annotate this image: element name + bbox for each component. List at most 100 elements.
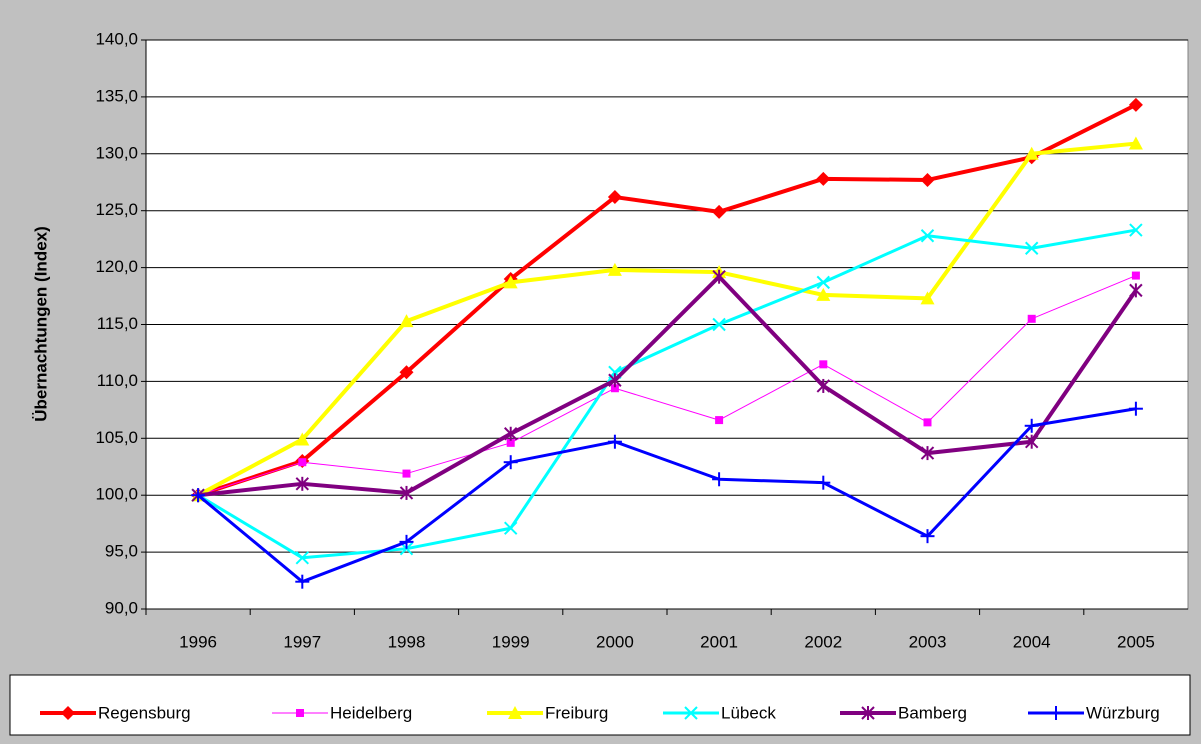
x-tick-label: 1999	[492, 632, 530, 651]
data-point	[1131, 271, 1140, 280]
data-point	[503, 521, 518, 535]
marker-shape	[1129, 223, 1143, 237]
data-point	[819, 360, 828, 369]
y-tick-label: 115,0	[97, 314, 138, 333]
marker-shape	[506, 438, 515, 447]
data-point	[607, 190, 622, 205]
data-point	[399, 485, 414, 500]
y-tick-label: 105,0	[95, 428, 138, 447]
marker-shape	[1128, 97, 1143, 112]
marker-shape	[1024, 146, 1039, 160]
y-tick-label: 140,0	[95, 29, 138, 48]
legend-marker	[861, 706, 875, 720]
data-point	[816, 378, 831, 393]
data-point	[920, 529, 935, 544]
marker-shape	[399, 314, 414, 328]
data-point	[1129, 283, 1143, 298]
data-point	[712, 269, 726, 284]
data-point	[607, 434, 622, 449]
data-point	[295, 476, 310, 491]
y-tick-label: 120,0	[95, 257, 138, 276]
marker-shape	[503, 275, 518, 289]
marker-shape	[923, 418, 932, 427]
series-line	[197, 141, 1137, 497]
marker-shape	[816, 275, 831, 290]
legend-label: Regensburg	[98, 703, 191, 722]
data-point	[298, 458, 307, 467]
marker-shape	[1128, 136, 1143, 150]
data-point	[816, 475, 831, 490]
marker-shape	[61, 706, 75, 720]
series-line	[197, 103, 1137, 498]
legend-marker	[684, 706, 698, 720]
marker-shape	[920, 229, 935, 243]
y-tick-label: 110,0	[97, 371, 138, 390]
data-point	[715, 416, 724, 425]
x-tick-label: 2003	[909, 632, 947, 651]
data-point	[503, 426, 518, 441]
marker-shape	[712, 204, 727, 219]
x-tick-label: 2005	[1117, 632, 1155, 651]
marker-shape	[1131, 271, 1140, 280]
data-point	[1024, 146, 1039, 160]
x-tick-label: 2000	[596, 632, 634, 651]
legend-marker	[1049, 706, 1063, 720]
data-point	[1128, 97, 1143, 112]
y-tick-label: 100,0	[95, 485, 138, 504]
marker-shape	[684, 706, 698, 720]
data-point	[295, 574, 310, 589]
marker-shape	[1027, 314, 1036, 323]
data-point	[712, 204, 727, 219]
x-tick-label: 1998	[388, 632, 426, 651]
marker-shape	[712, 317, 726, 332]
marker-shape	[295, 551, 310, 565]
x-tick-label: 1997	[283, 632, 321, 651]
marker-shape	[1024, 241, 1039, 255]
data-point	[1024, 241, 1039, 255]
data-point	[816, 287, 831, 301]
legend-label: Bamberg	[898, 703, 967, 722]
marker-shape	[607, 190, 622, 205]
marker-shape	[819, 360, 828, 369]
legend-marker	[61, 706, 75, 720]
data-point	[506, 438, 515, 447]
marker-shape	[816, 171, 831, 186]
legend-marker	[508, 706, 522, 719]
y-axis-label: Übernachtungen (Index)	[31, 226, 50, 422]
y-tick-label: 95,0	[105, 542, 138, 561]
marker-shape	[295, 432, 310, 446]
legend-label: Heidelberg	[330, 703, 412, 722]
data-point	[503, 455, 518, 470]
legend-label: Würzburg	[1086, 703, 1160, 722]
data-point	[399, 314, 414, 328]
data-point	[399, 365, 414, 380]
data-point	[503, 275, 518, 289]
data-point	[920, 172, 935, 187]
data-point	[1024, 434, 1039, 449]
data-point	[295, 551, 310, 565]
data-point	[816, 171, 831, 186]
data-point	[712, 317, 726, 332]
data-point	[399, 534, 414, 549]
marker-shape	[715, 416, 724, 425]
x-tick-label: 1996	[179, 632, 217, 651]
data-point	[1128, 136, 1143, 150]
y-tick-label: 135,0	[95, 86, 138, 105]
series-line	[197, 274, 1138, 498]
series-line	[197, 275, 1137, 496]
marker-shape	[508, 706, 522, 719]
data-point	[191, 488, 206, 503]
legend-label: Freiburg	[545, 703, 608, 722]
data-point	[816, 275, 831, 290]
legend-label: Lübeck	[721, 703, 776, 722]
data-point	[920, 229, 935, 243]
marker-shape	[920, 291, 935, 305]
series-line	[197, 228, 1137, 560]
data-point	[920, 291, 935, 305]
data-point	[607, 262, 622, 276]
data-point	[295, 432, 310, 446]
x-tick-label: 2001	[700, 632, 738, 651]
data-point	[1128, 401, 1143, 416]
